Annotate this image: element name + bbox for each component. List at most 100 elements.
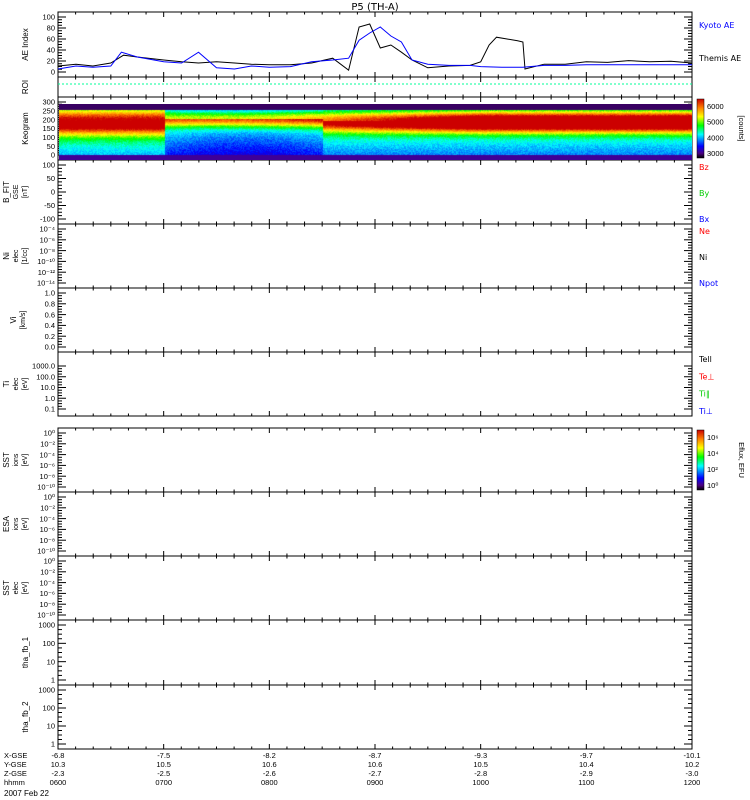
y-axis-label: [eV] (22, 582, 29, 595)
y-axis-label: [eV] (22, 378, 29, 391)
legend-entry: Bx (699, 215, 709, 224)
y-axis-label: ROI (21, 80, 30, 94)
legend-entry: Tell (698, 355, 712, 364)
y-axis-label: Ni (2, 252, 11, 260)
panel-frame (58, 685, 692, 749)
y-tick-label: 1.0 (45, 289, 55, 298)
legend-entry: Te⊥ (698, 372, 714, 381)
x-tick-label: 10.5 (156, 760, 171, 769)
x-tick-label: 1000 (472, 778, 489, 787)
y-tick-label: 40 (47, 46, 55, 55)
x-tick-label: 1200 (684, 778, 701, 787)
y-axis-label: elec (13, 249, 20, 262)
y-tick-label: 10⁰ (44, 493, 55, 502)
panel-frame (58, 556, 692, 620)
x-tick-label: 0900 (367, 778, 384, 787)
y-tick-label: 250 (42, 107, 55, 116)
y-tick-label: 10⁻⁴ (39, 514, 55, 523)
y-tick-label: 150 (42, 124, 55, 133)
x-tick-label: 0800 (261, 778, 278, 787)
y-axis-label: SST (2, 580, 11, 596)
y-tick-label: 20 (47, 57, 55, 66)
panel-frame (58, 352, 692, 416)
legend-entry: By (699, 189, 709, 198)
x-tick-label: -3.0 (686, 769, 699, 778)
y-tick-label: 10⁻⁴ (39, 450, 55, 459)
y-axis-label: [eV] (22, 454, 29, 467)
y-tick-label: 100 (42, 639, 55, 648)
colorbar-tick-label: 5000 (707, 118, 724, 127)
y-tick-label: 0 (51, 68, 55, 77)
colorbar-tick-label: 10² (707, 465, 718, 474)
panel-frame (58, 224, 692, 288)
legend-entry: Ni (699, 253, 707, 262)
colorbar-tick-label: 10⁶ (707, 433, 718, 442)
x-tick-label: -9.3 (474, 751, 487, 760)
panel-fb1: tha_fb_1 1 10 100 1000 (21, 620, 692, 685)
panel-sst_ion: SST ions [eV] 10⁻¹⁰ 10⁻⁸ 10⁻⁶ 10⁻⁴10⁻² 10⁰ 10⁰ 10… (2, 428, 746, 492)
y-tick-label: -100 (40, 215, 55, 224)
x-tick-label: -9.7 (580, 751, 593, 760)
x-tick-label: -6.8 (52, 751, 65, 760)
y-tick-label: 1000 (38, 621, 55, 630)
y-tick-label: 0.2 (45, 332, 55, 341)
y-axis-label: B_FIT (2, 181, 11, 203)
panel-frame (58, 428, 692, 492)
keogram-image (59, 104, 692, 160)
y-tick-label: 10⁻² (40, 504, 55, 513)
y-tick-label: 0.6 (45, 310, 55, 319)
y-tick-label: 10 (47, 722, 55, 731)
y-tick-label: 0.4 (45, 321, 55, 330)
y-tick-label: 10⁻⁶ (40, 236, 55, 245)
panel-roi: ROI (21, 77, 692, 97)
y-tick-label: 10⁻⁶ (40, 589, 55, 598)
x-axis-labels: X-GSE -6.8 -7.5 -8.2 -8.7 -9.3 -9.7 -10.1Y-GSE 1… (4, 751, 701, 787)
panel-sst_elec: SST elec [eV]10⁻¹⁰10⁻⁸10⁻⁶10⁻⁴10⁻²10⁰ (2, 556, 692, 620)
y-axis-label: [eV] (22, 518, 29, 531)
y-tick-label: 0 (51, 151, 55, 160)
y-tick-label: 80 (47, 24, 55, 33)
y-tick-label: 10⁻¹⁰ (37, 257, 55, 266)
y-tick-label: 1000 (38, 686, 55, 695)
x-tick-label: -2.7 (369, 769, 382, 778)
y-tick-label: 10.0 (40, 383, 55, 392)
y-axis-label: tha_fb_1 (21, 636, 30, 668)
y-tick-label: 50 (47, 142, 55, 151)
x-tick-label: 10.4 (579, 760, 594, 769)
colorbar-tick-label: 10⁰ (707, 481, 718, 490)
y-tick-label: 10⁰ (44, 429, 55, 438)
x-tick-label: -2.9 (580, 769, 593, 778)
y-axis-label: elec (13, 377, 20, 390)
y-axis-label: ESA (2, 515, 11, 532)
y-axis-label: GSE (13, 184, 20, 199)
x-tick-label: 10.6 (368, 760, 383, 769)
plot-title: P5 (TH-A) (351, 2, 398, 13)
y-tick-label: 50 (47, 174, 55, 183)
x-tick-label: 10.5 (473, 760, 488, 769)
x-tick-label: -8.7 (369, 751, 382, 760)
y-tick-label: 10⁻⁶ (40, 525, 55, 534)
y-tick-label: 100 (42, 704, 55, 713)
legend-entry: Ti⊥ (698, 407, 713, 416)
panel-frame (58, 160, 692, 224)
colorbar (697, 99, 704, 158)
y-tick-label: 10⁻⁸ (40, 246, 55, 255)
legend-entry: Ne (699, 227, 710, 236)
x-tick-label: -2.6 (263, 769, 276, 778)
x-tick-label: 10.3 (51, 760, 66, 769)
y-tick-label: 10⁻¹⁰ (37, 611, 55, 620)
colorbar-tick-label: 3000 (707, 149, 724, 158)
x-tick-label: 10.2 (685, 760, 700, 769)
y-tick-label: 10⁻⁸ (40, 600, 55, 609)
y-tick-label: 10⁻¹⁰ (37, 547, 55, 556)
y-tick-label: 60 (47, 35, 55, 44)
panel-frame (58, 492, 692, 556)
x-row-label: X-GSE (4, 751, 27, 760)
y-tick-label: 10⁻⁴ (39, 225, 55, 234)
x-tick-label: 0700 (155, 778, 172, 787)
x-tick-label: -2.8 (474, 769, 487, 778)
colorbar-tick-label: 4000 (707, 133, 724, 142)
y-tick-label: 10⁰ (44, 557, 55, 566)
x-row-label: Z-GSE (4, 769, 27, 778)
y-tick-label: 300 (42, 98, 55, 107)
